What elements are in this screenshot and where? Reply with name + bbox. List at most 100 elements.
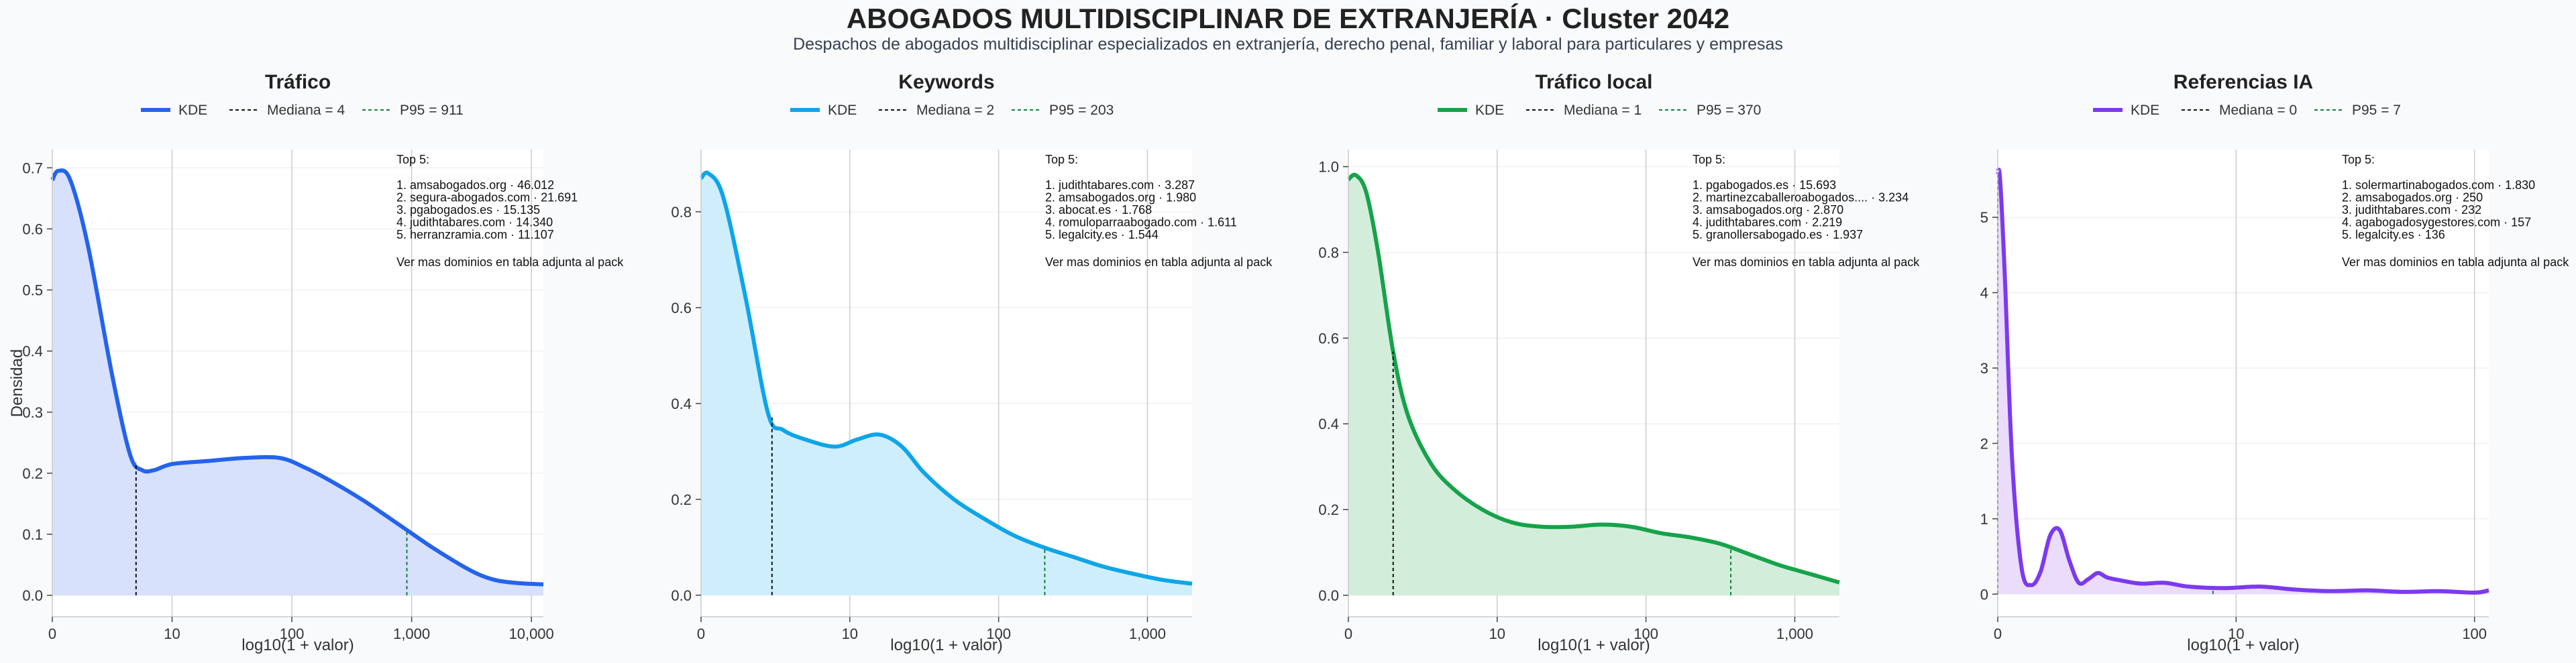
legend-label-median: Mediana = 1 <box>1564 103 1642 118</box>
y-tick-label: 0.4 <box>671 396 692 412</box>
y-tick-label: 0.4 <box>1318 416 1339 432</box>
chart-panel-1: 0.0 0.1 0.2 0.3 0.4 0.5 0.6 0.7 0 10 100 1,000 10,00… <box>8 71 624 654</box>
top5-item: 3. pgabogados.es · 15.135 <box>396 203 540 217</box>
top5-item: 2. amsabogados.org · 250 <box>2342 191 2483 204</box>
top5-item: 1. pgabogados.es · 15.693 <box>1693 178 1836 192</box>
legend: KDE Mediana = 1 P95 = 370 <box>1438 103 1761 118</box>
x-axis-label: log10(1 + valor) <box>890 636 1002 654</box>
x-tick-label: 0 <box>1344 625 1352 642</box>
x-tick-label: 1,000 <box>1129 625 1166 642</box>
x-tick-label: 1,000 <box>1776 625 1813 642</box>
chart-title: Tráfico <box>265 71 331 93</box>
chart-title: Keywords <box>898 71 994 93</box>
top5-title: Top 5: <box>2342 153 2375 166</box>
y-tick-label: 4 <box>1980 285 1988 302</box>
top5-title: Top 5: <box>1045 153 1078 166</box>
y-tick-label: 1 <box>1980 511 1988 528</box>
y-tick-label: 2 <box>1980 435 1988 452</box>
legend-label-median: Mediana = 2 <box>916 103 994 118</box>
legend-label-p95: P95 = 911 <box>400 103 464 118</box>
legend-label-p95: P95 = 370 <box>1697 103 1761 118</box>
chart-title: Referencias IA <box>2174 71 2313 93</box>
legend-label-kde: KDE <box>1475 103 1504 118</box>
legend: KDE Mediana = 0 P95 = 7 <box>2093 103 2401 118</box>
y-tick-label: 0.6 <box>671 300 692 316</box>
x-axis-label: log10(1 + valor) <box>1538 636 1650 654</box>
x-tick-label: 0 <box>48 625 56 642</box>
top5-item: 2. amsabogados.org · 1.980 <box>1045 191 1196 204</box>
chart-panel-4: 0 1 2 3 4 5 0 10 100 log10(1 + valor) Referencias … <box>1980 71 2569 654</box>
figure-title: ABOGADOS MULTIDISCIPLINAR DE EXTRANJERÍA… <box>846 3 1730 34</box>
top5-item: 1. judithtabares.com · 3.287 <box>1045 178 1195 192</box>
kde-line <box>1347 172 1840 585</box>
y-tick-label: 0.6 <box>22 221 43 237</box>
kde-line <box>699 170 1193 586</box>
x-tick-label: 10 <box>2228 625 2244 642</box>
y-tick-label: 0.0 <box>671 587 692 604</box>
x-tick-label: 100 <box>986 625 1011 642</box>
top5-item: 4. agabogadosygestores.com · 157 <box>2342 216 2531 229</box>
y-tick-label: 1.0 <box>1318 159 1339 176</box>
x-tick-label: 100 <box>2462 625 2487 642</box>
kde-area <box>52 170 543 596</box>
kde-line <box>50 168 544 587</box>
y-tick-label: 3 <box>1980 360 1988 377</box>
top5-footer: Ver mas dominios en tabla adjunta al pac… <box>396 255 624 269</box>
x-tick-label: 10 <box>842 625 858 642</box>
x-tick-label: 10 <box>1489 625 1505 642</box>
kde-area <box>1348 174 1839 596</box>
legend: KDE Mediana = 2 P95 = 203 <box>790 103 1114 118</box>
legend-label-kde: KDE <box>2131 103 2159 118</box>
legend-label-p95: P95 = 7 <box>2352 103 2401 118</box>
top5-item: 4. judithtabares.com · 2.219 <box>1693 216 1842 229</box>
top5-item: 5. granollersabogado.es · 1.937 <box>1693 228 1863 241</box>
top5-item: 4. romuloparraabogado.com · 1.611 <box>1045 216 1237 229</box>
y-tick-label: 0.8 <box>1318 244 1339 261</box>
y-tick-label: 0.6 <box>1318 330 1339 347</box>
x-tick-label: 10,000 <box>508 625 553 642</box>
top5-item: 2. martinezcaballeroabogados.... · 3.234 <box>1693 191 1909 204</box>
y-tick-label: 0.1 <box>22 526 43 543</box>
kde-area <box>701 172 1192 595</box>
top5-item: 4. judithtabares.com · 14.340 <box>396 216 553 229</box>
y-tick-label: 0.2 <box>671 491 692 508</box>
top5-item: 1. solermartinabogados.com · 1.830 <box>2342 178 2535 192</box>
y-axis-label: Densidad <box>8 349 26 417</box>
x-axis-label: log10(1 + valor) <box>241 636 354 654</box>
top5-annotation: Top 5: 1. solermartinabogados.com · 1.830… <box>2342 153 2569 269</box>
legend-label-kde: KDE <box>178 103 207 118</box>
top5-title: Top 5: <box>1693 153 1725 166</box>
kde-line <box>1996 168 2489 595</box>
chart-panel-2: 0.0 0.2 0.4 0.6 0.8 0 10 100 1,000 log10(1 + valo… <box>671 71 1273 654</box>
y-tick-label: 5 <box>1980 209 1988 226</box>
x-tick-label: 1,000 <box>393 625 430 642</box>
x-tick-label: 0 <box>1994 625 2002 642</box>
legend-label-median: Mediana = 0 <box>2219 103 2297 118</box>
figure-subtitle: Despachos de abogados multidisciplinar e… <box>793 35 1783 54</box>
y-tick-label: 0.0 <box>22 587 43 604</box>
x-tick-label: 100 <box>280 625 305 642</box>
y-tick-label: 0.3 <box>22 404 43 421</box>
top5-footer: Ver mas dominios en tabla adjunta al pac… <box>1045 255 1273 269</box>
x-tick-label: 100 <box>1633 625 1658 642</box>
top5-item: 3. judithtabares.com · 232 <box>2342 203 2481 217</box>
y-tick-label: 0.4 <box>22 343 43 360</box>
plot-area <box>1998 149 2489 617</box>
y-tick-label: 0.8 <box>671 204 692 221</box>
y-tick-label: 0.0 <box>1318 587 1339 604</box>
chart-title: Tráfico local <box>1535 71 1652 93</box>
legend-label-p95: P95 = 203 <box>1049 103 1114 118</box>
top5-item: 5. herranzramia.com · 11.107 <box>396 228 554 241</box>
top5-item: 1. amsabogados.org · 46.012 <box>396 178 554 192</box>
chart-panel-3: 0.0 0.2 0.4 0.6 0.8 1.0 0 10 100 1,000 log10(1 + v… <box>1318 71 1920 654</box>
top5-footer: Ver mas dominios en tabla adjunta al pac… <box>1693 255 1920 269</box>
legend-label-kde: KDE <box>828 103 857 118</box>
top5-item: 3. abocat.es · 1.768 <box>1045 203 1152 217</box>
y-tick-label: 0.7 <box>22 160 43 176</box>
legend: KDE Mediana = 4 P95 = 911 <box>141 103 464 118</box>
